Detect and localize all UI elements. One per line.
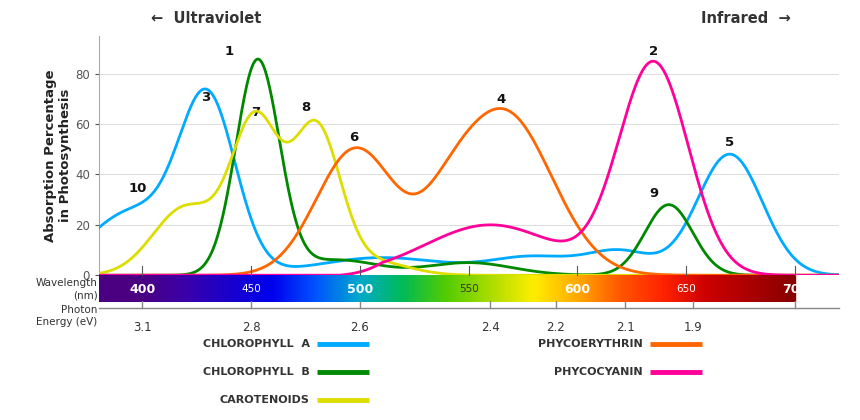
Text: 3.1: 3.1 bbox=[133, 321, 151, 334]
Text: 1: 1 bbox=[224, 45, 234, 58]
Text: PHYCOCYANIN: PHYCOCYANIN bbox=[554, 367, 642, 377]
Text: 2.1: 2.1 bbox=[616, 321, 635, 334]
Text: 650: 650 bbox=[676, 284, 696, 294]
Text: 400: 400 bbox=[129, 283, 156, 296]
Text: Photon
Energy (eV): Photon Energy (eV) bbox=[36, 305, 97, 327]
Text: 2: 2 bbox=[649, 45, 658, 58]
Text: 2.8: 2.8 bbox=[242, 321, 261, 334]
Text: Wavelength
(nm): Wavelength (nm) bbox=[35, 278, 97, 300]
Text: 550: 550 bbox=[459, 284, 478, 294]
Y-axis label: Absorption Percentage
in Photosynthesis: Absorption Percentage in Photosynthesis bbox=[44, 69, 72, 242]
Text: 8: 8 bbox=[301, 101, 310, 114]
Text: PHYCOERYTHRIN: PHYCOERYTHRIN bbox=[538, 339, 642, 349]
Text: CHLOROPHYLL  B: CHLOROPHYLL B bbox=[203, 367, 310, 377]
Text: 2.4: 2.4 bbox=[481, 321, 500, 334]
Text: 600: 600 bbox=[564, 283, 591, 296]
Text: 500: 500 bbox=[347, 283, 373, 296]
Text: 5: 5 bbox=[725, 136, 734, 149]
Text: 10: 10 bbox=[129, 181, 147, 194]
Text: 9: 9 bbox=[649, 186, 658, 199]
Text: 3: 3 bbox=[201, 91, 210, 104]
Text: 2.6: 2.6 bbox=[351, 321, 369, 334]
Text: 7: 7 bbox=[251, 106, 260, 119]
Text: ←  Ultraviolet: ← Ultraviolet bbox=[150, 11, 261, 26]
Text: 2.2: 2.2 bbox=[546, 321, 565, 334]
Text: 700: 700 bbox=[782, 283, 808, 296]
Text: 450: 450 bbox=[242, 284, 261, 294]
Text: 6: 6 bbox=[349, 131, 358, 144]
Text: CHLOROPHYLL  A: CHLOROPHYLL A bbox=[203, 339, 310, 349]
Text: 1.9: 1.9 bbox=[684, 321, 702, 334]
Text: CAROTENOIDS: CAROTENOIDS bbox=[220, 395, 310, 405]
Text: Infrared  →: Infrared → bbox=[701, 11, 790, 26]
Text: 4: 4 bbox=[497, 93, 506, 106]
